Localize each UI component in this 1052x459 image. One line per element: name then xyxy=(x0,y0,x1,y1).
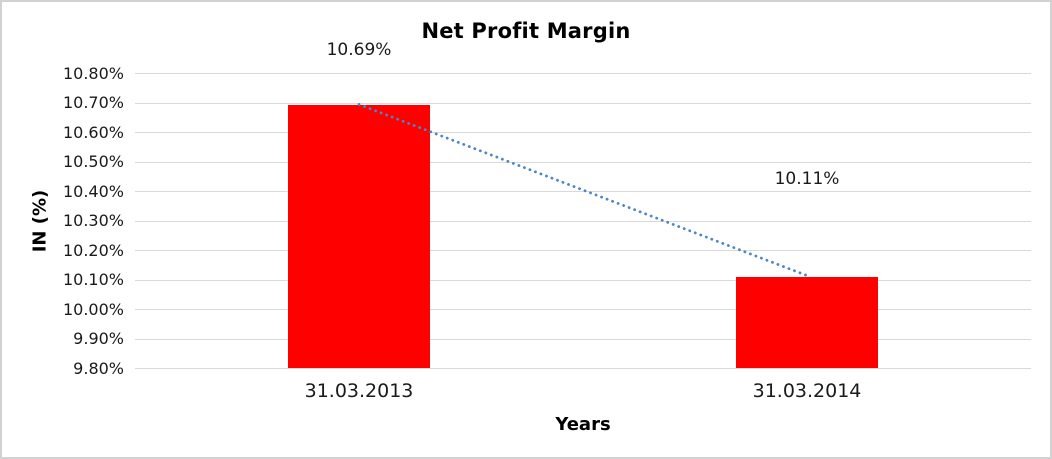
bar-31.03.2013 xyxy=(288,105,430,368)
gridline xyxy=(135,279,1031,281)
x-axis-title: Years xyxy=(555,414,611,435)
chart-title: Net Profit Margin xyxy=(421,19,631,43)
category-label: 31.03.2014 xyxy=(752,380,862,402)
gridline xyxy=(135,220,1031,222)
plot-area: 31.03.2013 10.69% 31.03.2014 10.11% xyxy=(135,40,1031,402)
gridline xyxy=(135,338,1031,340)
y-tick-label: 10.80% xyxy=(62,63,124,83)
y-tick-label: 10.00% xyxy=(62,299,124,319)
y-tick-label: 10.30% xyxy=(62,211,124,230)
gridline xyxy=(135,132,1031,133)
trendline xyxy=(357,103,809,277)
data-label: 10.11% xyxy=(774,168,840,189)
gridline xyxy=(135,191,1031,192)
gridline xyxy=(135,368,1031,369)
y-tick-label: 10.20% xyxy=(62,240,124,260)
data-label: 10.69% xyxy=(326,40,392,61)
bar-31.03.2014 xyxy=(736,276,878,368)
y-tick-label: 9.90% xyxy=(73,329,124,348)
gridline xyxy=(135,309,1031,310)
gridline xyxy=(135,250,1031,251)
y-tick-label: 10.50% xyxy=(62,152,124,171)
gridline xyxy=(135,161,1031,163)
y-tick-label: 10.10% xyxy=(62,270,124,289)
category-label: 31.03.2013 xyxy=(304,380,414,402)
gridline xyxy=(135,102,1031,104)
y-tick-label: 10.40% xyxy=(62,181,124,201)
y-tick-label: 10.70% xyxy=(62,93,124,112)
y-tick-label: 10.60% xyxy=(62,122,124,142)
gridline xyxy=(135,73,1031,74)
y-tick-label: 9.80% xyxy=(73,358,124,378)
